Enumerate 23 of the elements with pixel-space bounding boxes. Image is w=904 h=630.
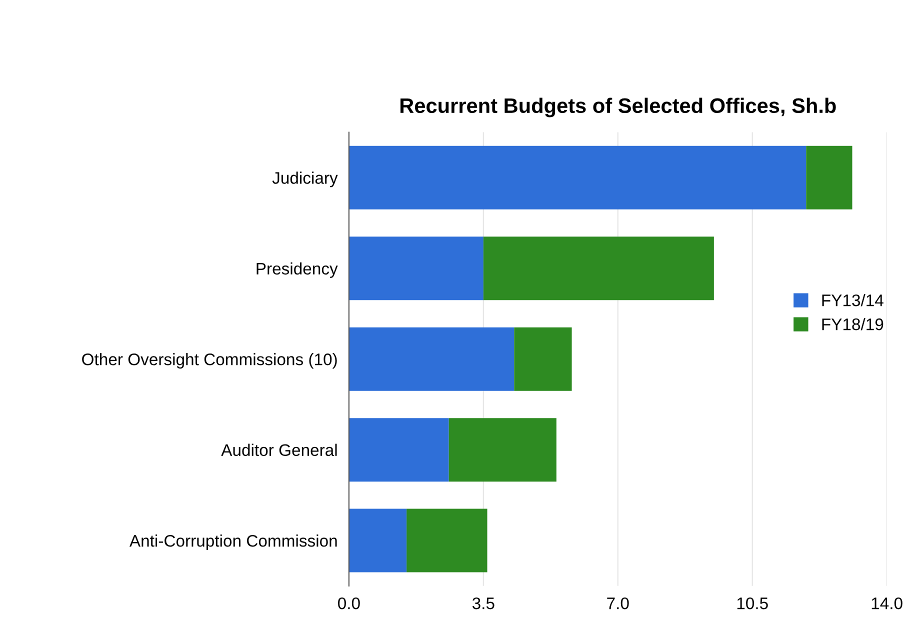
bar [348, 418, 449, 482]
legend-label: FY18/19 [822, 318, 884, 330]
y-tick-label: Other Oversight Commissions (10) [82, 353, 337, 369]
y-tick-label: Auditor General [221, 444, 337, 456]
y-tick-label: Judiciary [272, 172, 338, 188]
bar [406, 508, 488, 572]
bar [448, 418, 556, 482]
bar [514, 327, 572, 391]
bar [483, 236, 714, 300]
bar [348, 508, 407, 572]
x-tick-label: 10.5 [737, 597, 768, 610]
bar [348, 327, 514, 391]
bar [348, 146, 806, 210]
bar [806, 146, 852, 210]
x-tick-label: 7.0 [607, 597, 629, 610]
x-tick-label: 0.0 [338, 597, 360, 610]
legend-label: FY13/14 [822, 294, 884, 306]
bar [348, 236, 484, 300]
y-tick-label: Anti-Corruption Commission [129, 534, 337, 550]
y-tick-label: Presidency [256, 262, 338, 278]
x-tick-label: 3.5 [472, 597, 494, 610]
x-tick-label: 14.0 [872, 597, 902, 610]
chart-title: Recurrent Budgets of Selected Offices, Sh.b [400, 98, 836, 118]
